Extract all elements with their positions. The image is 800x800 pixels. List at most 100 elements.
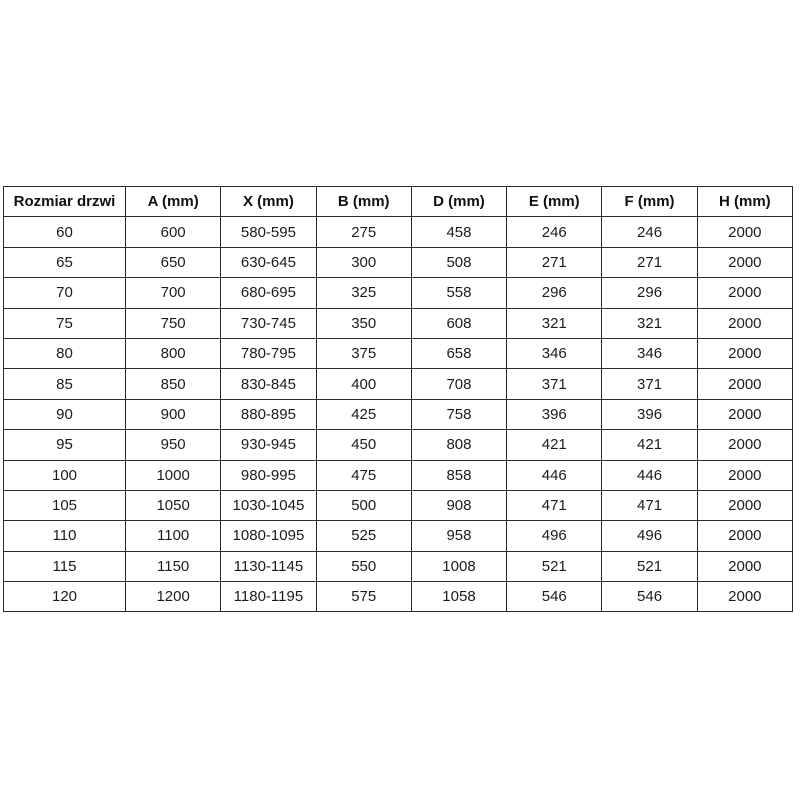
table-cell: 958 [410,520,508,552]
table-cell: 1100 [124,520,222,552]
table-cell: 2000 [696,368,794,400]
table-cell: 321 [601,307,698,339]
table-cell: 1200 [124,581,222,613]
table-header-cell: A (mm) [124,185,222,218]
table-cell: 658 [410,337,508,370]
table-row: 100 1000 980-995 475 858 446 446 2000 [3,459,794,491]
door-size-dimensions-table: Rozmiar drzwi A (mm) X (mm) B (mm) D (mm) E (… [3,185,794,613]
table-cell: 2000 [696,429,794,461]
table-cell: 371 [506,368,603,400]
table-cell: 271 [506,246,603,279]
table-cell: 446 [601,459,698,491]
table-cell: 830-845 [220,368,317,400]
table-cell: 471 [601,489,698,522]
table-cell: 296 [601,277,698,309]
table-cell: 650 [124,246,222,279]
table-row: 120 1200 1180-1195 575 1058 546 546 2000 [3,581,794,613]
table-cell: 2000 [696,459,794,491]
table-row: 65 650 630-645 300 508 271 271 2000 [3,246,794,279]
table-row: 75 750 730-745 350 608 321 321 2000 [3,307,794,339]
table-cell: 95 [3,429,126,461]
table-cell: 1058 [410,581,508,613]
table-cell: 325 [315,277,412,309]
table-cell: 446 [506,459,603,491]
table-cell: 2000 [696,216,794,248]
table-cell: 580-595 [220,216,317,248]
table-cell: 600 [124,216,222,248]
table-cell: 1008 [410,550,508,583]
table-cell: 2000 [696,520,794,552]
table-cell: 421 [506,429,603,461]
table-cell: 500 [315,489,412,522]
table-cell: 120 [3,581,126,613]
table-cell: 546 [601,581,698,613]
table-cell: 105 [3,489,126,522]
table-row: 110 1100 1080-1095 525 958 496 496 2000 [3,520,794,552]
table-cell: 375 [315,337,412,370]
table-cell: 2000 [696,398,794,431]
table-header: Rozmiar drzwi A (mm) X (mm) B (mm) D (mm) E (… [3,185,794,218]
table-cell: 780-795 [220,337,317,370]
table-cell: 496 [506,520,603,552]
table-header-cell: D (mm) [410,185,508,218]
table-cell: 75 [3,307,126,339]
table-cell: 1030-1045 [220,489,317,522]
table-cell: 575 [315,581,412,613]
table-cell: 1080-1095 [220,520,317,552]
table-cell: 271 [601,246,698,279]
table-cell: 900 [124,398,222,431]
table-cell: 115 [3,550,126,583]
table-cell: 508 [410,246,508,279]
table-cell: 90 [3,398,126,431]
table-cell: 908 [410,489,508,522]
table-cell: 2000 [696,581,794,613]
table-cell: 425 [315,398,412,431]
table-cell: 980-995 [220,459,317,491]
table-cell: 546 [506,581,603,613]
table-header-cell: B (mm) [315,185,412,218]
table-header-cell: F (mm) [601,185,698,218]
table-cell: 346 [601,337,698,370]
table-cell: 350 [315,307,412,339]
table-cell: 808 [410,429,508,461]
table-cell: 1180-1195 [220,581,317,613]
table-cell: 521 [506,550,603,583]
table-cell: 60 [3,216,126,248]
table-cell: 450 [315,429,412,461]
table-cell: 2000 [696,277,794,309]
table-cell: 110 [3,520,126,552]
table-cell: 608 [410,307,508,339]
table-cell: 730-745 [220,307,317,339]
table-cell: 630-645 [220,246,317,279]
table-cell: 246 [601,216,698,248]
table-cell: 300 [315,246,412,279]
table-cell: 525 [315,520,412,552]
table-header-cell: Rozmiar drzwi [3,185,126,218]
table-row: 70 700 680-695 325 558 296 296 2000 [3,277,794,309]
table-cell: 246 [506,216,603,248]
table-cell: 400 [315,368,412,400]
table-cell: 1000 [124,459,222,491]
table-header-cell: H (mm) [696,185,794,218]
table-cell: 680-695 [220,277,317,309]
table-cell: 346 [506,337,603,370]
table-row: 95 950 930-945 450 808 421 421 2000 [3,429,794,461]
table-cell: 80 [3,337,126,370]
table-cell: 496 [601,520,698,552]
table-cell: 550 [315,550,412,583]
table-cell: 2000 [696,489,794,522]
table-cell: 396 [506,398,603,431]
table-cell: 2000 [696,246,794,279]
table-header-cell: X (mm) [220,185,317,218]
table-cell: 2000 [696,550,794,583]
table-row: 85 850 830-845 400 708 371 371 2000 [3,368,794,400]
table-cell: 396 [601,398,698,431]
table-header-cell: E (mm) [506,185,603,218]
table-cell: 371 [601,368,698,400]
table-cell: 421 [601,429,698,461]
table-cell: 70 [3,277,126,309]
table-header-row: Rozmiar drzwi A (mm) X (mm) B (mm) D (mm) E (… [3,185,794,218]
table-cell: 1150 [124,550,222,583]
table-cell: 521 [601,550,698,583]
